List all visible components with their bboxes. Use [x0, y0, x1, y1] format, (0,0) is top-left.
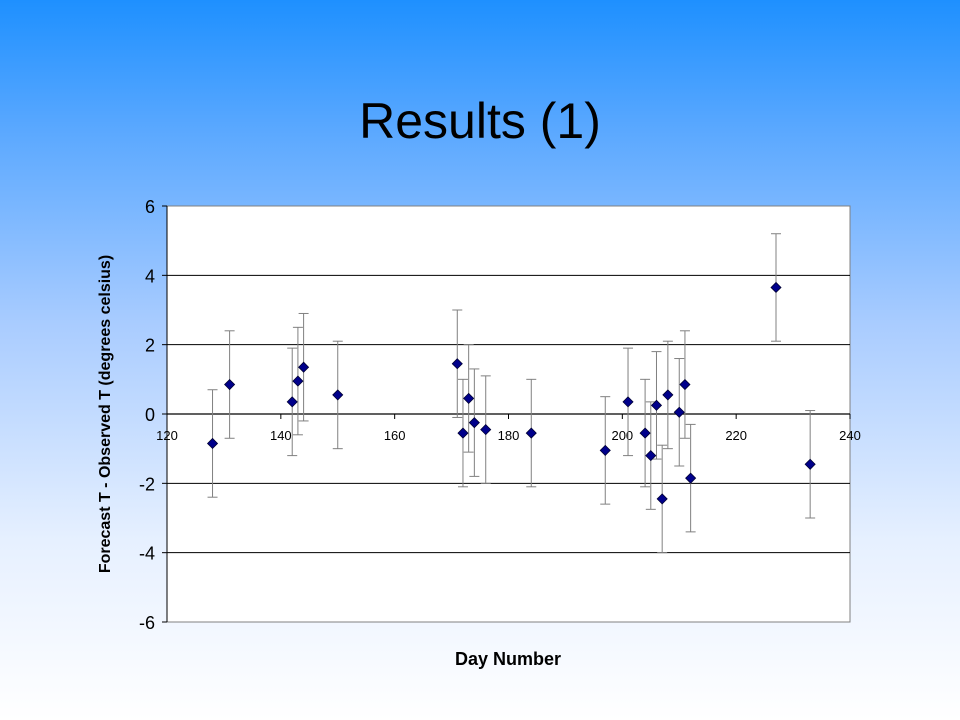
- data-point: [622, 396, 634, 408]
- y-axis-label: Forecast T - Observed T (degrees celsius…: [97, 255, 114, 573]
- y-tick-label: 6: [145, 197, 155, 217]
- data-point: [332, 389, 344, 401]
- x-axis-ticks: 120 140 160 180 200 220 240: [156, 414, 861, 443]
- y-tick-label: -6: [139, 613, 155, 633]
- data-point: [685, 472, 697, 484]
- data-point: [480, 424, 492, 436]
- data-point: [457, 427, 469, 439]
- data-point: [525, 427, 537, 439]
- data-point: [286, 396, 298, 408]
- data-point: [224, 378, 236, 391]
- data-point: [639, 427, 651, 439]
- data-point: [645, 450, 657, 462]
- y-axis-ticks: -6 -4 -2 0 2 4 6: [139, 197, 168, 633]
- data-point: [804, 458, 816, 470]
- x-tick-label: 120: [156, 428, 178, 443]
- data-point: [770, 281, 782, 294]
- x-tick-label: 220: [725, 428, 747, 443]
- data-markers: [206, 281, 816, 505]
- y-tick-label: -2: [139, 474, 155, 494]
- data-point: [206, 437, 219, 450]
- data-point: [656, 493, 668, 505]
- y-tick-label: 0: [145, 405, 155, 425]
- data-point: [463, 392, 475, 404]
- data-point: [451, 358, 463, 370]
- data-point: [292, 375, 304, 387]
- slide-title: Results (1): [359, 93, 601, 149]
- data-point: [650, 399, 663, 411]
- x-tick-label: 140: [270, 428, 292, 443]
- data-point: [468, 417, 480, 429]
- data-point: [599, 444, 611, 456]
- x-axis-label: Day Number: [455, 649, 561, 669]
- data-point: [298, 361, 310, 373]
- data-point: [673, 406, 685, 418]
- y-tick-label: -4: [139, 544, 155, 564]
- data-point: [679, 378, 691, 391]
- x-tick-label: 200: [611, 428, 633, 443]
- x-tick-label: 180: [498, 428, 520, 443]
- x-tick-label: 240: [839, 428, 861, 443]
- data-point: [662, 389, 674, 401]
- y-tick-label: 2: [145, 336, 155, 356]
- y-tick-label: 4: [145, 266, 155, 286]
- x-tick-label: 160: [384, 428, 406, 443]
